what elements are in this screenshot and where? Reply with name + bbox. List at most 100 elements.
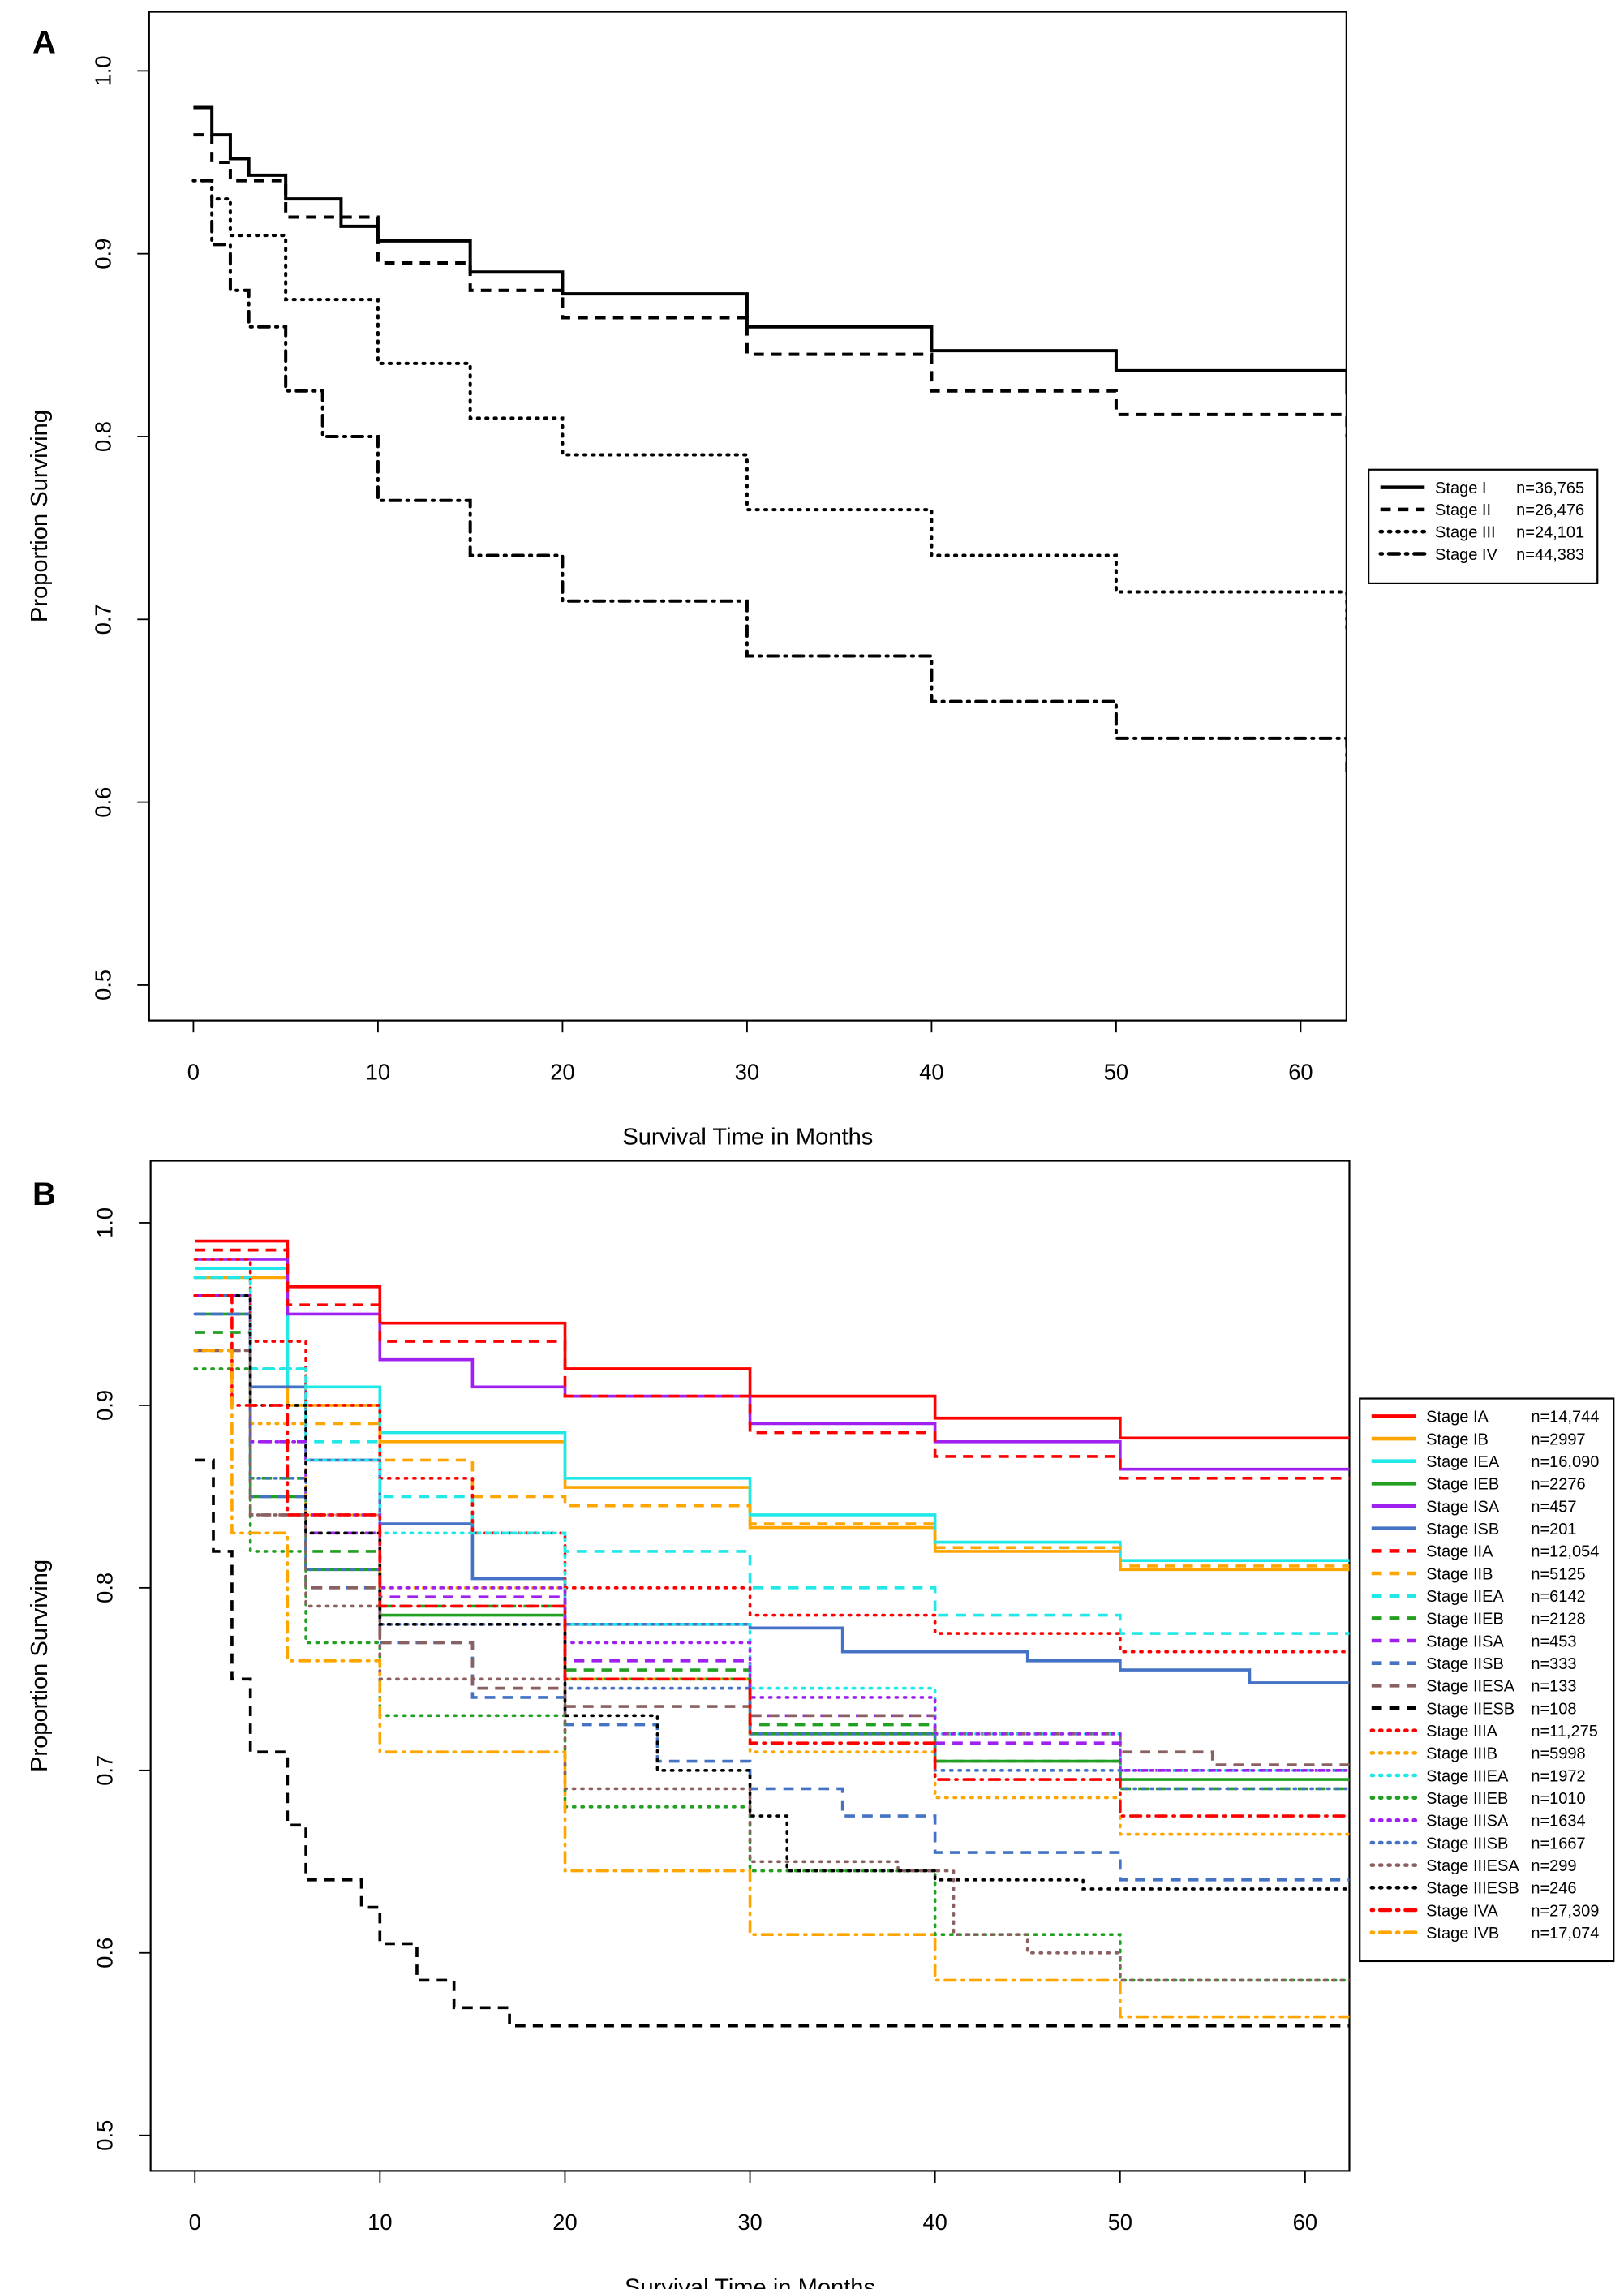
legend-count: n=2997	[1531, 1431, 1585, 1448]
legend-label: Stage IV	[1435, 546, 1497, 564]
y-axis-label: Proportion Surviving	[27, 410, 53, 622]
y-tick-label: 0.7	[91, 604, 116, 635]
series-line-stage-isb	[195, 1294, 1350, 1684]
legend-label: Stage IIESA	[1426, 1678, 1515, 1696]
x-tick-label: 60	[1288, 1059, 1313, 1084]
legend-count: n=1667	[1531, 1835, 1585, 1852]
legend-count: n=2128	[1531, 1611, 1585, 1629]
legend-count: n=27,309	[1531, 1902, 1599, 1920]
legend-label: Stage II	[1435, 501, 1491, 519]
plot-frame	[148, 11, 1347, 1022]
legend-count: n=12,054	[1531, 1543, 1599, 1561]
series-line-stage-iiisa	[193, 1294, 1350, 1772]
series-line-stage-isa	[195, 1258, 1350, 1471]
legend-label: Stage IIISA	[1426, 1813, 1509, 1831]
y-tick-label: 1.0	[91, 55, 116, 86]
legend-label: Stage IA	[1426, 1409, 1489, 1426]
legend-count: n=2276	[1531, 1476, 1585, 1494]
x-axis-label: Survival Time in Months	[622, 1124, 873, 1150]
series-line-stage-iva	[193, 1294, 1350, 1818]
series-line-stage-iiesb	[195, 1458, 1350, 2028]
x-tick-label: 0	[189, 2209, 201, 2235]
series-line-stage-iiisb	[193, 1312, 1350, 1791]
series-line-stage-ii	[193, 133, 1347, 437]
legend-label: Stage IIA	[1426, 1543, 1493, 1561]
panel-a: A 0 10 20 30 40 50 60 0.5 0.6 0.7 0.8 0.9 1.0 Survival…	[27, 11, 1599, 1150]
series-line-stage-iiiesb	[193, 1294, 1350, 1891]
y-tick-label: 0.5	[91, 970, 116, 1000]
legend-count: n=14,744	[1531, 1409, 1599, 1426]
y-tick-label: 0.9	[92, 1390, 117, 1421]
series-line-stage-iieb	[195, 1331, 1350, 1791]
series-line-stage-iiieb	[193, 1367, 1350, 1982]
x-tick-label: 60	[1293, 2209, 1317, 2235]
series-line-stage-iisb	[195, 1312, 1350, 1882]
legend-label: Stage IIEA	[1426, 1588, 1504, 1606]
legend-count: n=17,074	[1531, 1925, 1599, 1943]
x-tick-label: 20	[550, 1059, 574, 1084]
panel-label: A	[32, 25, 56, 61]
legend-count: n=201	[1531, 1521, 1576, 1538]
legend-label: Stage IIB	[1426, 1565, 1493, 1583]
y-tick-label: 0.6	[92, 1938, 117, 1968]
legend-label: Stage ISA	[1426, 1498, 1500, 1516]
series-line-stage-iiesa	[195, 1349, 1350, 1766]
x-tick-label: 40	[919, 1059, 943, 1084]
y-tick-label: 0.5	[92, 2120, 117, 2151]
y-tick-label: 1.0	[92, 1207, 117, 1238]
legend-label: Stage IB	[1426, 1431, 1489, 1448]
legend-count: n=246	[1531, 1880, 1576, 1898]
legend-label: Stage IIIEA	[1426, 1767, 1509, 1785]
legend-count: n=457	[1531, 1498, 1576, 1516]
legend-label: Stage IIIEB	[1426, 1790, 1508, 1808]
x-tick-label: 20	[552, 2209, 577, 2235]
legend-count: n=11,275	[1531, 1723, 1598, 1740]
series-line-stage-iii	[191, 179, 1347, 630]
series-line-stage-iv	[191, 179, 1347, 773]
x-tick-label: 30	[737, 2209, 762, 2235]
legend-count: n=299	[1531, 1857, 1576, 1875]
legend-label: Stage IIISB	[1426, 1835, 1508, 1852]
series-line-stage-iia	[195, 1248, 1350, 1480]
legend-label: Stage IIIA	[1426, 1723, 1498, 1740]
legend-count: n=44,383	[1516, 546, 1584, 564]
series-line-stage-iisa	[195, 1294, 1350, 1772]
legend-count: n=108	[1531, 1700, 1576, 1718]
legend-count: n=24,101	[1516, 523, 1584, 541]
panel-b: B 0 10 20 30 40 50 60 0.5 0.6 0.7 0.8 0.9 1.0 Survival…	[27, 1160, 1615, 2289]
legend-count: n=1010	[1531, 1790, 1585, 1808]
legend-label: Stage IIIB	[1426, 1745, 1497, 1763]
x-tick-label: 30	[735, 1059, 759, 1084]
x-tick-label: 10	[366, 1059, 390, 1084]
panel-label: B	[32, 1177, 56, 1212]
legend-label: Stage IISB	[1426, 1655, 1504, 1673]
y-tick-label: 0.8	[92, 1573, 117, 1603]
legend-label: Stage IVB	[1426, 1925, 1499, 1943]
legend-label: Stage III	[1435, 523, 1496, 541]
y-axis-label: Proportion Surviving	[27, 1560, 53, 1772]
legend-label: Stage IEA	[1426, 1453, 1500, 1471]
x-tick-label: 0	[187, 1059, 200, 1084]
legend-count: n=1972	[1531, 1767, 1585, 1785]
series-line-stage-i	[193, 105, 1347, 395]
legend-count: n=16,090	[1531, 1453, 1599, 1471]
series-line-stage-iiia	[193, 1258, 1350, 1654]
legend-count: n=6142	[1531, 1588, 1585, 1606]
legend-count: n=133	[1531, 1678, 1576, 1696]
legend-label: Stage IIIESB	[1426, 1880, 1519, 1898]
x-tick-label: 50	[1104, 1059, 1128, 1084]
legend-label: Stage IVA	[1426, 1902, 1498, 1920]
x-axis-label: Survival Time in Months	[625, 2274, 875, 2289]
legend-count: n=5125	[1531, 1565, 1585, 1583]
legend: Stage I n=36,765 Stage II n=26,476 Stage III…	[1368, 468, 1599, 584]
legend-count: n=1634	[1531, 1813, 1585, 1831]
y-tick-label: 0.9	[91, 239, 116, 269]
legend: Stage IA n=14,744 Stage IB n=2997 Stage IEA n…	[1359, 1397, 1615, 1963]
legend-count: n=453	[1531, 1633, 1576, 1650]
series-line-stage-iiiesa	[193, 1349, 1350, 1982]
legend-label: Stage IEB	[1426, 1476, 1499, 1494]
series-line-stage-iiib	[193, 1276, 1350, 1836]
y-tick-label: 0.8	[91, 421, 116, 452]
series-line-stage-ia	[195, 1239, 1350, 1440]
